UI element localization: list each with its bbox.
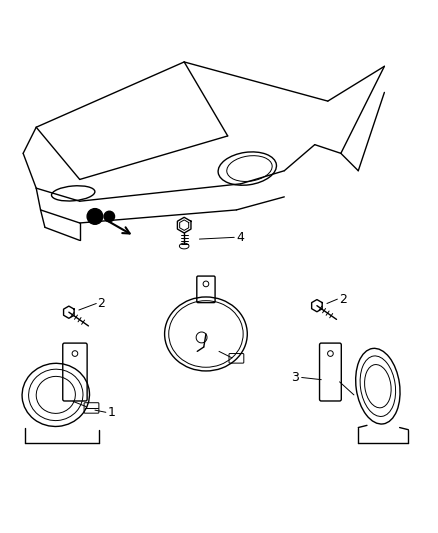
Text: 4: 4 <box>237 231 244 244</box>
Text: 2: 2 <box>339 293 346 305</box>
Circle shape <box>104 211 115 222</box>
Circle shape <box>87 208 103 224</box>
Text: 2: 2 <box>97 297 105 310</box>
Text: 3: 3 <box>291 371 299 384</box>
Text: 1: 1 <box>108 406 116 419</box>
